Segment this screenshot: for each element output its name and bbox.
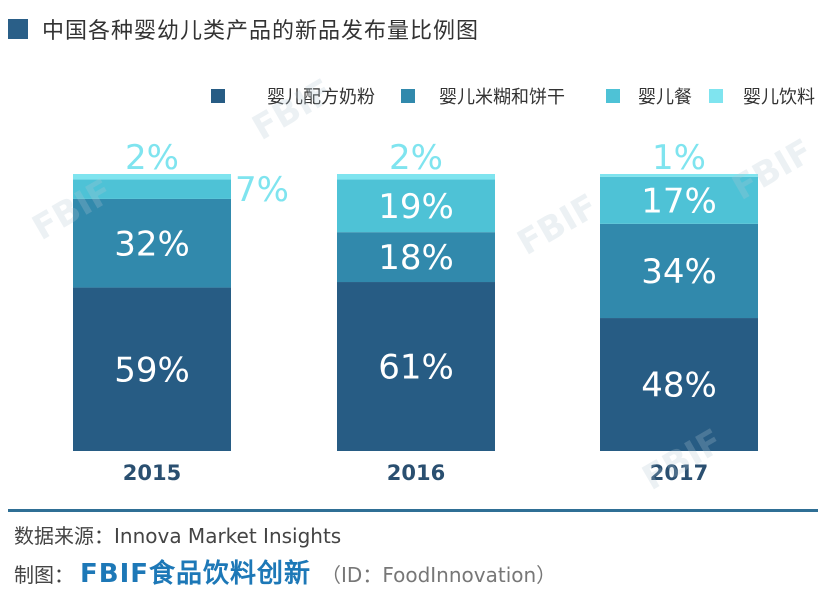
- bar-segment: [600, 174, 758, 177]
- bar-segment: [600, 223, 758, 319]
- chart-title: 中国各种婴幼儿类产品的新品发布量比例图: [8, 14, 479, 44]
- bar-segment: [73, 179, 231, 199]
- legend-label: 婴儿米糊和饼干: [439, 87, 565, 108]
- legend-swatch: [401, 89, 415, 103]
- data-label: 59%: [114, 350, 190, 390]
- legend-swatch: [709, 89, 723, 103]
- bar-segment: [337, 179, 495, 233]
- data-label: 19%: [378, 187, 454, 227]
- data-label: 7%: [235, 170, 289, 210]
- chart-credit: 制图： FBIF食品饮料创新 （ID：FoodInnovation）: [14, 553, 556, 590]
- footer-divider: [8, 509, 818, 512]
- data-label: 18%: [378, 238, 454, 278]
- data-label: 17%: [641, 181, 717, 221]
- legend-swatch: [211, 89, 225, 103]
- bar-segment: [73, 198, 231, 288]
- x-tick-label: 2017: [650, 461, 708, 485]
- legend-label: 婴儿餐: [638, 87, 692, 108]
- legend-swatch: [606, 89, 620, 103]
- bar-segment: [73, 287, 231, 451]
- bar-segment: [600, 318, 758, 451]
- chart-title-text: 中国各种婴幼儿类产品的新品发布量比例图: [42, 19, 480, 44]
- legend-label: 婴儿饮料: [743, 87, 815, 108]
- credit-prefix: 制图：: [14, 563, 74, 587]
- x-tick-label: 2015: [123, 461, 181, 485]
- credit-brand: FBIF食品饮料创新: [80, 559, 312, 589]
- data-label: 32%: [114, 224, 190, 264]
- data-label: 34%: [641, 252, 717, 292]
- data-source-text: 数据来源：Innova Market Insights: [14, 524, 342, 548]
- data-label: 2%: [389, 138, 443, 178]
- legend-label: 婴儿配方奶粉: [267, 87, 375, 108]
- stacked-bar-chart: 婴儿配方奶粉 婴儿米糊和饼干 婴儿餐 婴儿饮料 59% 32% 7% 2% 2015 61% 18%…: [73, 87, 815, 485]
- data-label: 2%: [125, 138, 179, 178]
- credit-id: （ID：FoodInnovation）: [321, 563, 557, 587]
- x-tick-label: 2016: [387, 461, 445, 485]
- bar-segment: [337, 174, 495, 180]
- bar-segment: [73, 174, 231, 180]
- data-label: 61%: [378, 348, 454, 388]
- data-label: 48%: [641, 366, 717, 406]
- bar-segment: [337, 282, 495, 451]
- bar-segment: [337, 232, 495, 283]
- data-label: 1%: [652, 138, 706, 178]
- bar-segment: [600, 176, 758, 224]
- title-marker-square: [8, 19, 28, 39]
